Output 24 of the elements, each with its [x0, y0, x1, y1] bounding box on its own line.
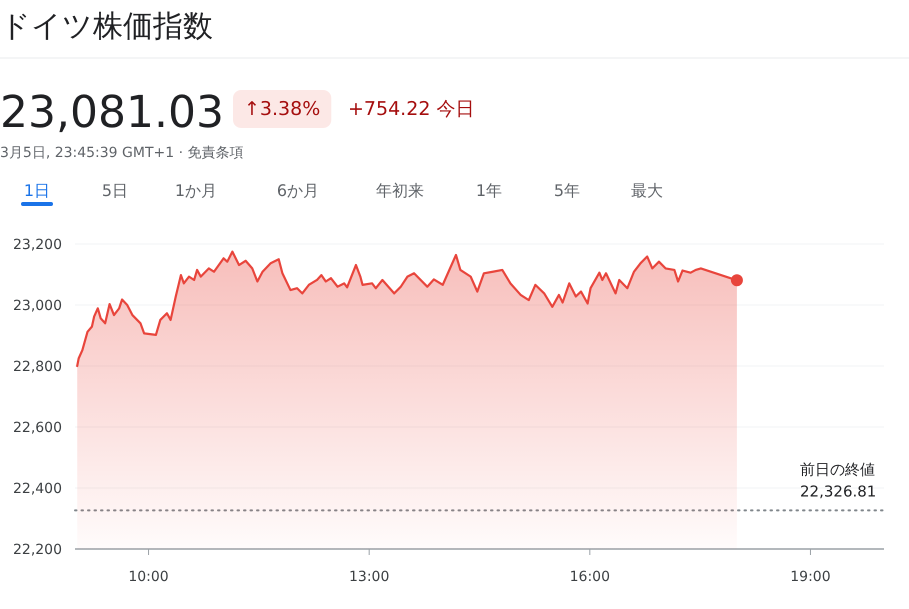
- y-tick-label: 23,000: [13, 298, 62, 314]
- x-tick-label: 16:00: [570, 569, 610, 585]
- text: 5日: [102, 181, 128, 200]
- text: 年初来: [376, 181, 424, 200]
- text: 1か月: [174, 181, 218, 200]
- y-tick-label: 22,200: [13, 542, 62, 558]
- text: 3月5日, 23:45:39 GMT+1 · 免責条項: [0, 145, 244, 161]
- text: 1日: [24, 181, 50, 200]
- x-tick-label: 19:00: [790, 569, 831, 585]
- text: ↑3.38%: [244, 98, 320, 120]
- x-tick-label: 13:00: [349, 569, 390, 585]
- x-tick-label: 10:00: [128, 569, 169, 585]
- chart-title: ドイツ株価指数: [0, 9, 213, 44]
- text: +754.22 今日: [348, 98, 474, 120]
- text: 1年: [476, 181, 502, 200]
- text: 6か月: [276, 181, 320, 200]
- text: 最大: [631, 181, 663, 200]
- ref-line-label: 前日の終値 22,326.81: [800, 460, 876, 500]
- y-tick-label: 22,600: [13, 420, 62, 436]
- y-tick-label: 23,200: [13, 237, 62, 253]
- text: 5年: [554, 181, 580, 200]
- y-tick-label: 22,400: [13, 481, 62, 497]
- text: 23,081.03: [0, 87, 224, 138]
- y-tick-label: 22,800: [13, 359, 62, 375]
